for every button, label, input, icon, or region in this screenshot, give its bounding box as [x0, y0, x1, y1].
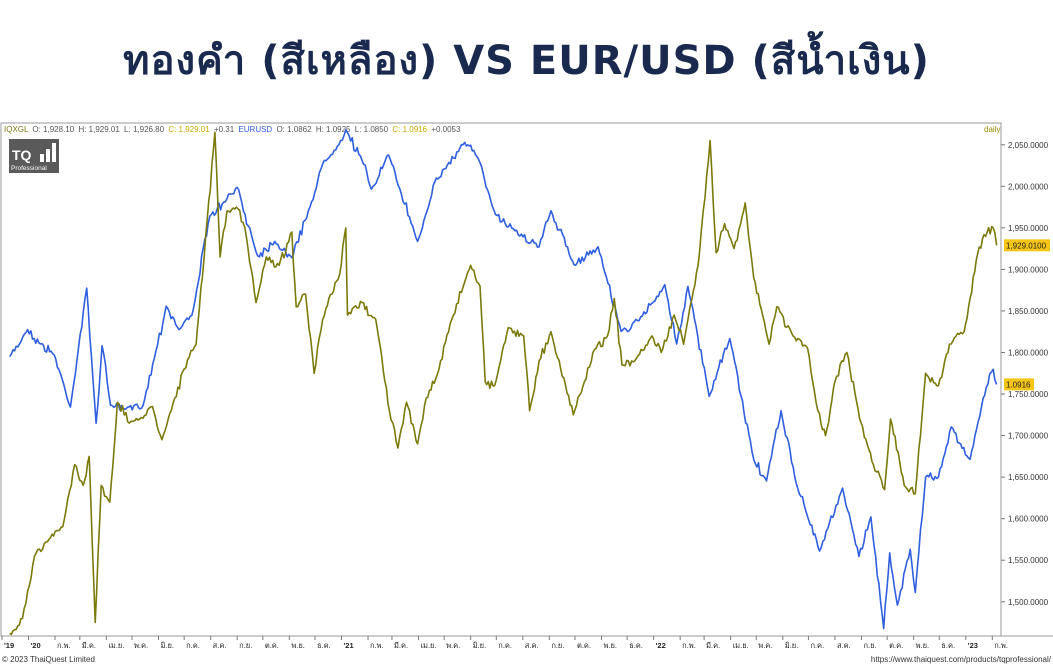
interval-label: daily	[984, 125, 1000, 134]
xtick-label-36: ธ.ค.	[941, 641, 955, 650]
xtick-label-4: เม.ย.	[108, 641, 124, 650]
chart[interactable]: IQXGL O: 1,928.10 H: 1,929.01 L: 1,926.8…	[0, 120, 1053, 666]
logo-subtext: Professional	[11, 165, 47, 172]
series-layer	[9, 129, 998, 636]
ytick-label-1: 2,000.0000	[1008, 182, 1049, 191]
gold-change: +0.31	[214, 125, 235, 134]
tq-logo: TQ Professional	[9, 139, 59, 173]
xtick-label-28: เม.ย.	[733, 641, 749, 650]
xtick-label-3: มี.ค.	[82, 641, 96, 650]
xtick-label-33: ก.ย.	[863, 641, 876, 650]
headline: ทองคำ (สีเหลือง) VS EUR/USD (สีน้ำเงิน)	[123, 38, 930, 84]
xtick-label-8: ส.ค.	[213, 641, 227, 650]
xtick-label-5: พ.ค.	[134, 641, 148, 650]
xtick-label-11: พ.ย.	[291, 641, 305, 650]
gold-high: H: 1,929.01	[78, 125, 120, 134]
xtick-label-12: ธ.ค.	[317, 641, 331, 650]
xtick-label-27: มี.ค.	[706, 641, 720, 650]
xtick-label-1: '20	[31, 641, 41, 650]
eurusd-close: C: 1.0916	[392, 125, 427, 134]
gold-open: O: 1,928.10	[32, 125, 74, 134]
yaxis: 2,050.0000 2,000.0000 1,950.0000 1,900.0000…	[1001, 141, 1049, 607]
ytick-label-0: 2,050.0000	[1008, 141, 1049, 150]
ytick-label-11: 1,500.0000	[1008, 598, 1049, 607]
ytick-label-10: 1,550.0000	[1008, 556, 1049, 565]
last-badge-gold: 1,929.0100	[1006, 241, 1047, 250]
xtick-label-22: ต.ค.	[577, 641, 591, 650]
ytick-label-6: 1,750.0000	[1008, 390, 1049, 399]
xtick-label-13: '21	[344, 641, 354, 650]
footer-url[interactable]: https://www.thaiquest.com/products/tqpro…	[871, 655, 1052, 664]
ytick-label-2: 1,950.0000	[1008, 224, 1049, 233]
ytick-label-3: 1,900.0000	[1008, 265, 1049, 274]
xtick-label-34: ต.ค.	[889, 641, 903, 650]
eurusd-open: O: 1.0862	[276, 125, 312, 134]
quote-line: IQXGL O: 1,928.10 H: 1,929.01 L: 1,926.8…	[4, 125, 461, 134]
ytick-label-5: 1,800.0000	[1008, 348, 1049, 357]
plot-area[interactable]	[0, 122, 1002, 637]
xtick-label-15: มี.ค.	[394, 641, 408, 650]
ytick-label-9: 1,600.0000	[1008, 515, 1049, 524]
xtick-label-2: ก.พ.	[57, 641, 71, 650]
ytick-label-4: 1,850.0000	[1008, 307, 1049, 316]
xtick-label-0: '19	[4, 641, 14, 650]
ytick-label-7: 1,700.0000	[1008, 432, 1049, 441]
xtick-label-24: ธ.ค.	[629, 641, 643, 650]
xtick-label-7: ก.ค.	[186, 641, 200, 650]
xtick-label-29: พ.ค.	[758, 641, 772, 650]
xtick-label-9: ก.ย.	[239, 641, 252, 650]
xtick-label-38: ก.พ.	[994, 641, 1008, 650]
xtick-label-23: พ.ย.	[603, 641, 617, 650]
xtick-label-21: ก.ย.	[551, 641, 564, 650]
eurusd-low: L: 1.0850	[355, 125, 389, 134]
xtick-label-26: ก.พ.	[682, 641, 696, 650]
xtick-label-16: เม.ย.	[420, 641, 436, 650]
last-badge-eurusd-bg	[1004, 378, 1034, 391]
xtick-label-32: ส.ค.	[837, 641, 851, 650]
xtick-label-18: มิ.ย.	[473, 641, 487, 650]
xtick-label-6: มิ.ย.	[160, 641, 174, 650]
xtick-label-10: ต.ค.	[265, 641, 279, 650]
logo-text: TQ	[12, 147, 32, 163]
xtick-label-35: พ.ย.	[916, 641, 930, 650]
last-badge-gold-bg	[1004, 239, 1050, 252]
series-line-eurusd	[9, 129, 998, 630]
xtick-label-37: '23	[968, 641, 978, 650]
last-value-badges: 1.0916 1,929.0100	[1004, 239, 1050, 391]
xtick-label-20: ส.ค.	[525, 641, 539, 650]
xtick-label-30: มิ.ย.	[785, 641, 799, 650]
last-badge-eurusd: 1.0916	[1006, 380, 1031, 389]
gold-close: C: 1,929.01	[168, 125, 210, 134]
xaxis: '19 '20 ก.พ. มี.ค. เม.ย. พ.ค. มิ.ย. ก.ค. ส.ค. ก.ย…	[1, 636, 1008, 650]
xtick-label-31: ก.ค.	[810, 641, 824, 650]
ytick-label-8: 1,650.0000	[1008, 473, 1049, 482]
gold-symbol: IQXGL	[4, 125, 29, 134]
xtick-label-14: ก.พ.	[370, 641, 384, 650]
eurusd-change: +0.0053	[431, 125, 461, 134]
xtick-label-17: พ.ค.	[446, 641, 460, 650]
footer-copyright: © 2023 ThaiQuest Limited	[2, 655, 95, 664]
eurusd-high: H: 1.0925	[316, 125, 351, 134]
series-line-gold	[9, 131, 998, 636]
xtick-label-19: ก.ค.	[498, 641, 512, 650]
eurusd-symbol: EURUSD	[238, 125, 272, 134]
xtick-label-25: '22	[656, 641, 666, 650]
gold-low: L: 1,926.80	[124, 125, 165, 134]
